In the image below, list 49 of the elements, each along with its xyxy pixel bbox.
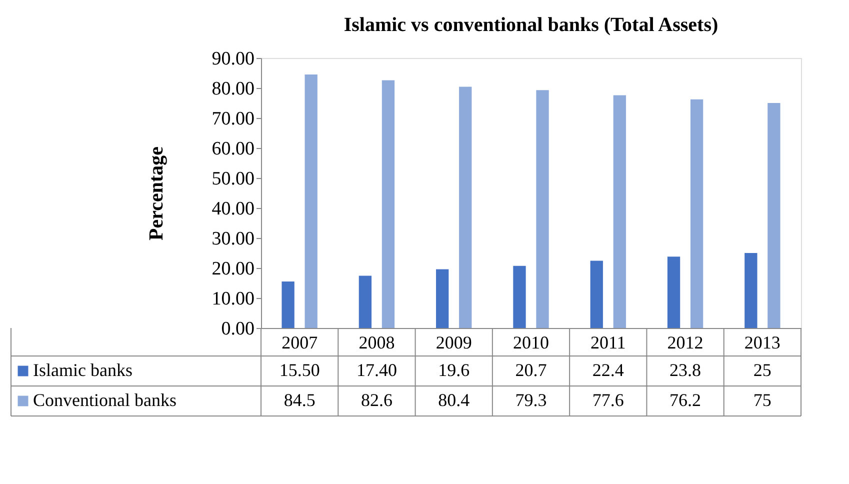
data-label: 77.6	[592, 390, 624, 410]
bar	[590, 260, 603, 328]
y-tick-label: 60.00	[212, 138, 254, 160]
y-tick-label: 30.00	[212, 228, 254, 250]
data-label: 19.6	[438, 360, 470, 380]
y-tick-label: 20.00	[212, 258, 254, 280]
y-tick-label: 50.00	[212, 168, 254, 190]
x-tick-label: 2009	[436, 332, 472, 352]
data-label: 82.6	[360, 390, 392, 410]
y-tick-label: 40.00	[212, 198, 254, 220]
x-tick-label: 2012	[667, 332, 704, 352]
data-label: 20.7	[515, 360, 547, 380]
data-label: 23.8	[670, 360, 702, 380]
bar	[459, 86, 472, 328]
x-tick-label: 2011	[590, 332, 626, 352]
data-label: 75	[753, 390, 772, 410]
data-label: 17.40	[356, 360, 397, 380]
x-tick-label: 2008	[358, 332, 395, 352]
data-label: 84.5	[284, 390, 316, 410]
y-axis-title: Percentage	[146, 146, 168, 241]
data-label: 76.2	[670, 390, 702, 410]
bar	[436, 269, 449, 328]
bar	[358, 276, 372, 328]
data-label: 79.3	[515, 390, 547, 410]
data-label: 15.50	[279, 360, 320, 380]
bar	[768, 103, 780, 328]
x-tick-label: 2007	[282, 332, 318, 352]
y-tick-label: 10.00	[212, 288, 254, 310]
bar	[282, 282, 294, 328]
bar	[513, 266, 526, 328]
y-tick-label: 80.00	[212, 78, 254, 100]
bar	[690, 99, 704, 328]
x-tick-label: 2010	[513, 332, 549, 352]
x-tick-label: 2013	[744, 332, 780, 352]
bar	[382, 80, 395, 328]
data-label: 22.4	[592, 360, 624, 380]
bar	[536, 90, 549, 328]
y-tick-label: 0.00	[221, 318, 254, 340]
legend-label: Conventional banks	[33, 390, 176, 410]
bar	[613, 95, 626, 328]
data-label: 25	[753, 360, 772, 380]
bar	[744, 253, 758, 328]
chart-title: Islamic vs conventional banks (Total Assets)	[344, 14, 718, 36]
data-label: 80.4	[438, 390, 470, 410]
legend-label: Islamic banks	[33, 360, 132, 380]
bar	[304, 74, 318, 328]
bar	[667, 256, 680, 328]
y-tick-label: 90.00	[212, 48, 254, 70]
y-tick-label: 70.00	[212, 108, 254, 130]
